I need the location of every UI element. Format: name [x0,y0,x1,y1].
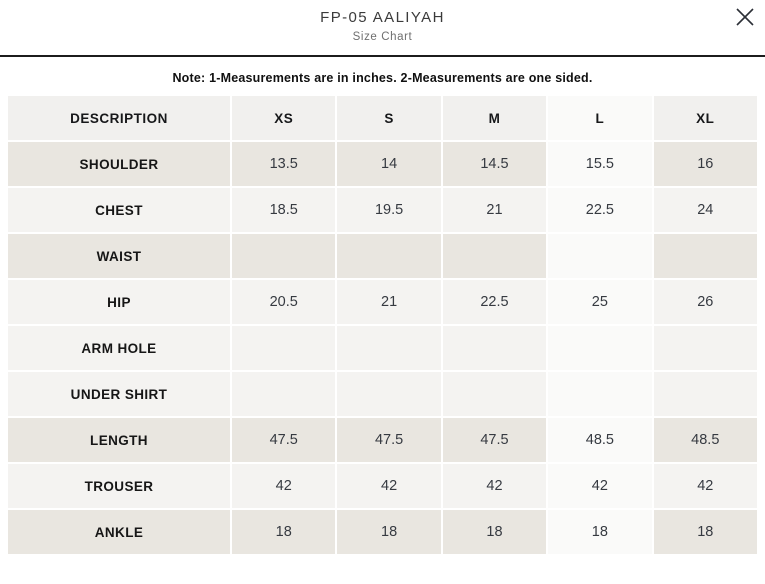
table-row: ARM HOLE [8,326,757,370]
measurement-cell [442,326,547,370]
measurement-cell: 26 [653,280,757,324]
measurement-cell: 22.5 [442,280,547,324]
measurement-cell: 18.5 [232,188,336,232]
measurement-cell: 18 [548,510,652,554]
measurement-cell: 13.5 [232,142,336,186]
measurement-cell [548,372,652,416]
measurement-cell: 19.5 [337,188,441,232]
size-table-header-row: DESCRIPTION XS S M L XL [8,96,757,140]
measurement-cell [442,234,547,278]
measurement-cell: 47.5 [337,418,441,462]
column-header-size-xl: XL [653,96,757,140]
measurement-cell: 18 [653,510,757,554]
table-row: HIP 20.5 21 22.5 25 26 [8,280,757,324]
row-label: WAIST [8,234,230,278]
measurement-cell [337,372,441,416]
measurement-cell: 18 [442,510,547,554]
column-header-size-s: S [337,96,441,140]
measurement-cell: 24 [653,188,757,232]
row-label: ARM HOLE [8,326,230,370]
table-row: WAIST [8,234,757,278]
measurement-cell [653,326,757,370]
column-header-description: DESCRIPTION [8,96,230,140]
modal-header: FP-05 AALIYAH Size Chart [0,0,765,57]
measurement-note: Note: 1-Measurements are in inches. 2-Me… [172,71,593,85]
table-row: ANKLE 18 18 18 18 18 [8,510,757,554]
modal-title: FP-05 AALIYAH [320,9,445,26]
measurement-cell: 16 [653,142,757,186]
modal-subtitle: Size Chart [352,31,413,43]
table-row: UNDER SHIRT [8,372,757,416]
measurement-cell: 47.5 [442,418,547,462]
row-label: SHOULDER [8,142,230,186]
column-header-size-m: M [442,96,547,140]
measurement-cell: 42 [653,464,757,508]
table-row: SHOULDER 13.5 14 14.5 15.5 16 [8,142,757,186]
measurement-cell [442,372,547,416]
size-chart-table: DESCRIPTION XS S M L XL SHOULDER 13.5 14 14.5 15.… [6,94,759,556]
measurement-cell [548,326,652,370]
measurement-cell: 42 [442,464,547,508]
measurement-cell: 42 [548,464,652,508]
measurement-cell: 14.5 [442,142,547,186]
table-row: CHEST 18.5 19.5 21 22.5 24 [8,188,757,232]
measurement-cell: 48.5 [548,418,652,462]
close-icon [736,8,754,26]
close-button[interactable] [735,6,757,28]
measurement-cell: 14 [337,142,441,186]
column-header-size-l: L [548,96,652,140]
column-header-size-xs: XS [232,96,336,140]
measurement-cell [337,234,441,278]
table-row: TROUSER 42 42 42 42 42 [8,464,757,508]
row-label: HIP [8,280,230,324]
measurement-cell: 47.5 [232,418,336,462]
measurement-cell [653,372,757,416]
row-label: LENGTH [8,418,230,462]
table-row: LENGTH 47.5 47.5 47.5 48.5 48.5 [8,418,757,462]
measurement-cell [337,326,441,370]
measurement-cell: 25 [548,280,652,324]
measurement-cell [548,234,652,278]
measurement-cell: 42 [232,464,336,508]
measurement-cell: 18 [337,510,441,554]
measurement-cell [653,234,757,278]
measurement-cell: 48.5 [653,418,757,462]
row-label: CHEST [8,188,230,232]
measurement-cell: 15.5 [548,142,652,186]
size-table-body: SHOULDER 13.5 14 14.5 15.5 16 CHEST 18.5 19.5 21 2… [8,142,757,554]
row-label: TROUSER [8,464,230,508]
measurement-cell: 21 [337,280,441,324]
measurement-cell: 18 [232,510,336,554]
row-label: UNDER SHIRT [8,372,230,416]
row-label: ANKLE [8,510,230,554]
measurement-cell: 20.5 [232,280,336,324]
measurement-cell [232,326,336,370]
measurement-cell: 21 [442,188,547,232]
measurement-cell [232,234,336,278]
measurement-cell: 22.5 [548,188,652,232]
measurement-cell [232,372,336,416]
measurement-cell: 42 [337,464,441,508]
